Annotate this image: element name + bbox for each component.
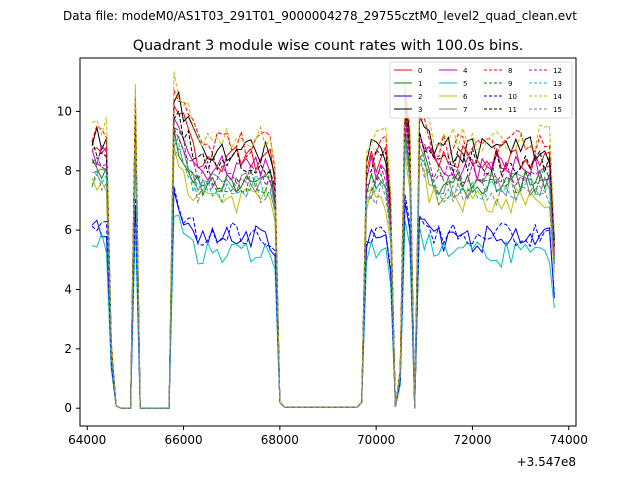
- legend-label-15: 15: [553, 106, 562, 114]
- y-axis: 0 2 4 6 8 10: [57, 104, 80, 415]
- legend-label-12: 12: [553, 67, 562, 75]
- series-line-15: [91, 143, 555, 409]
- x-tick-label: 68000: [261, 433, 299, 447]
- legend-label-14: 14: [553, 93, 562, 101]
- legend-label-13: 13: [553, 80, 562, 88]
- legend-label-4: 4: [463, 67, 468, 75]
- axes-frame: [79, 57, 577, 427]
- y-tick-label: 8: [64, 164, 72, 178]
- x-tick-label: 72000: [453, 433, 491, 447]
- legend-label-1: 1: [418, 80, 422, 88]
- legend-label-11: 11: [508, 106, 517, 114]
- legend-label-5: 5: [463, 80, 467, 88]
- legend-label-7: 7: [463, 106, 467, 114]
- series-line-14: [91, 71, 555, 409]
- x-tick-label: 66000: [164, 433, 202, 447]
- y-tick-label: 2: [64, 342, 72, 356]
- x-tick-label: 70000: [357, 433, 395, 447]
- x-axis-offset-label: +3.547e8: [517, 455, 576, 469]
- chart-title: Quadrant 3 module wise count rates with …: [133, 38, 524, 54]
- figure-suptitle: Data file: modeM0/AS1T03_291T01_90000042…: [63, 9, 577, 23]
- x-axis: 64000 66000 68000 70000 72000 74000: [68, 426, 588, 447]
- y-tick-label: 6: [64, 223, 72, 237]
- legend-label-0: 0: [418, 67, 422, 75]
- y-tick-label: 4: [64, 282, 72, 296]
- x-tick-label: 74000: [550, 433, 588, 447]
- y-tick-label: 10: [57, 104, 72, 118]
- legend-label-10: 10: [508, 93, 517, 101]
- legend-label-2: 2: [418, 93, 422, 101]
- y-tick-label: 0: [64, 401, 72, 415]
- x-tick-label: 64000: [68, 433, 106, 447]
- legend-box: [389, 61, 573, 119]
- legend-label-6: 6: [463, 93, 468, 101]
- plot-series: [91, 71, 555, 409]
- legend-label-3: 3: [418, 106, 422, 114]
- legend-label-9: 9: [508, 80, 512, 88]
- legend-label-8: 8: [508, 67, 512, 75]
